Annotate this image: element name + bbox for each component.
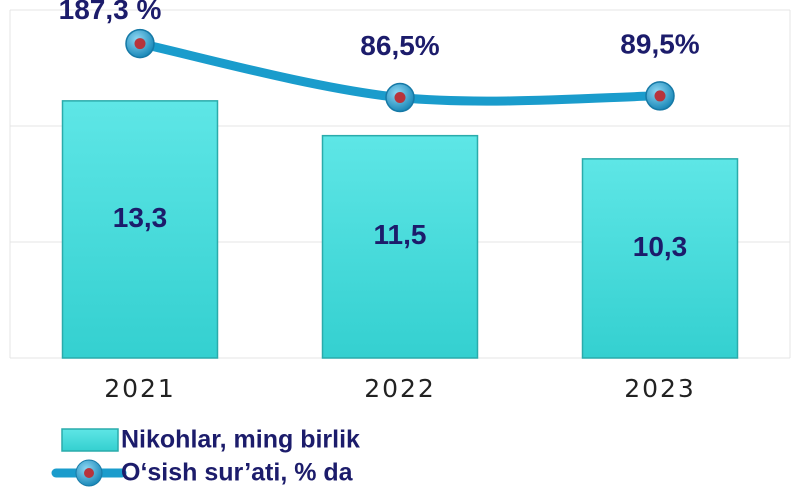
bar-value-label: 13,3	[113, 202, 168, 233]
line-marker-dot	[134, 38, 146, 50]
bar	[581, 158, 739, 359]
legend-label: Nikohlar, ming birlik	[121, 426, 360, 454]
line-value-label: 187,3 %	[59, 0, 162, 25]
x-tick-label: 2023	[624, 374, 696, 403]
bar-value-label: 11,5	[374, 219, 427, 250]
x-tick-label: 2022	[364, 374, 436, 403]
line-marker-dot	[394, 92, 406, 104]
line-value-label: 89,5%	[620, 28, 699, 59]
legend-marker-dot	[84, 468, 94, 478]
bar	[321, 134, 479, 359]
legend-swatch	[61, 428, 119, 452]
line-marker-dot	[654, 90, 666, 102]
bar	[61, 100, 219, 359]
bar-value-label: 10,3	[633, 231, 688, 262]
legend-label: O‘sish sur’ati, % da	[121, 459, 354, 487]
line-value-label: 86,5%	[360, 30, 439, 61]
x-tick-label: 2021	[104, 374, 176, 403]
